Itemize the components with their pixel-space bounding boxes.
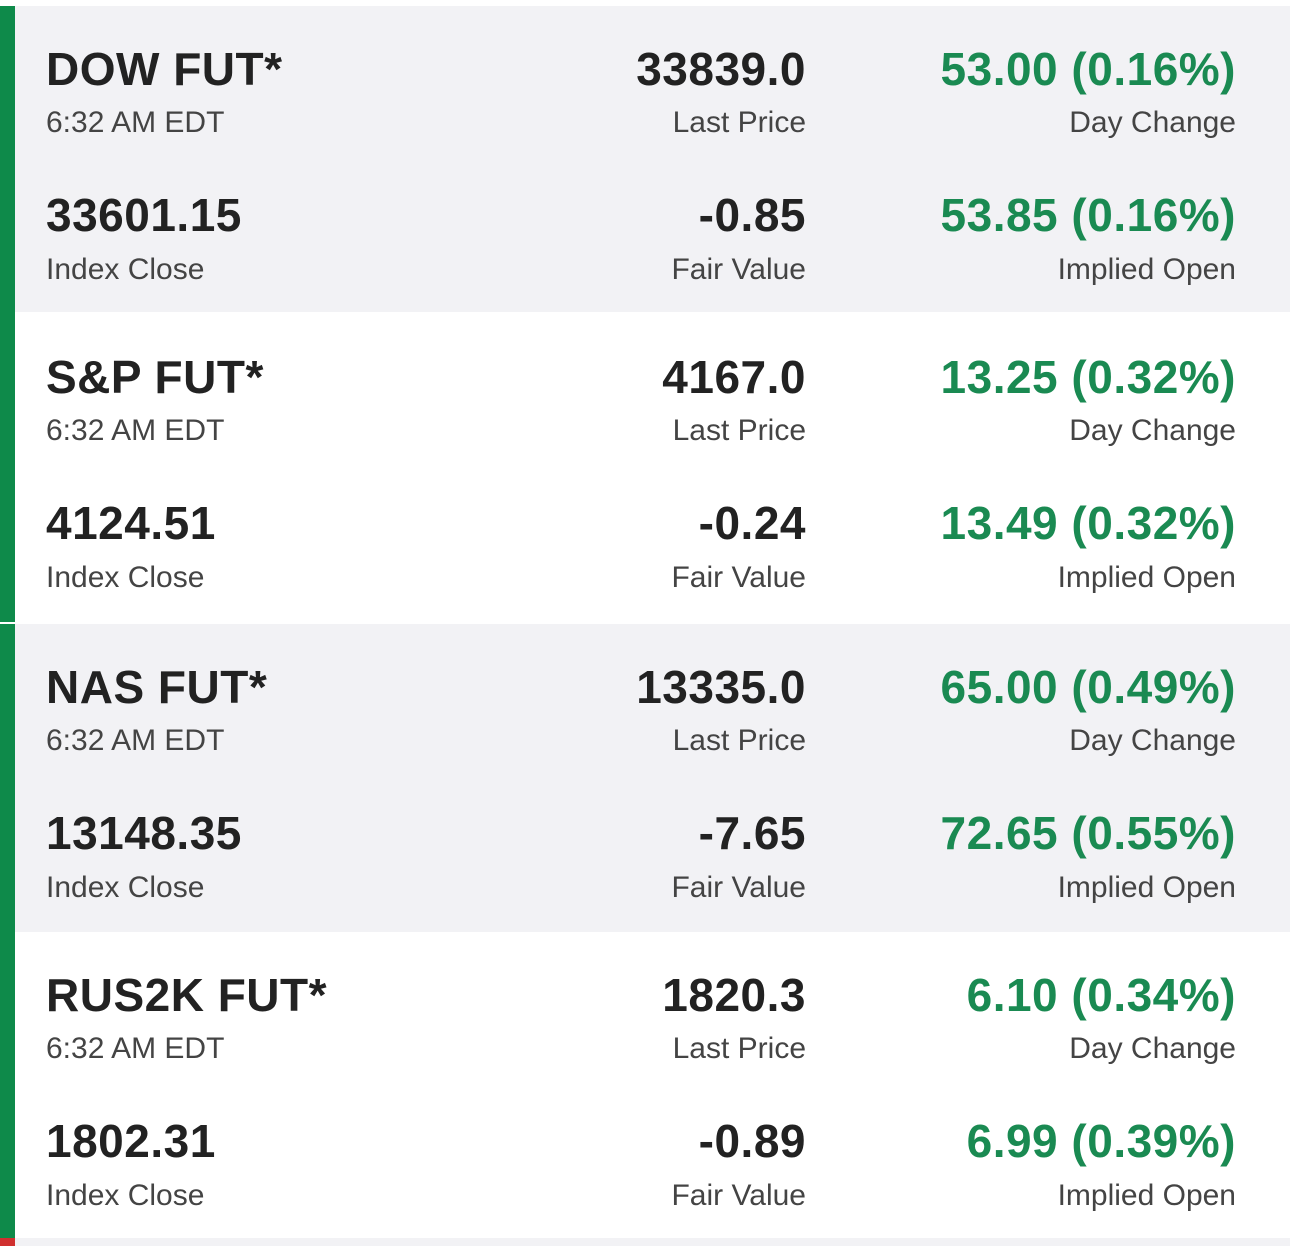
index-close-value: 33601.15	[46, 189, 242, 241]
index-close-value: 13148.35	[46, 807, 242, 859]
fair-value-label: Fair Value	[671, 561, 806, 594]
fair-value-value: -0.89	[698, 1115, 806, 1167]
quote-card-sp[interactable]: S&P FUT* 6:32 AM EDT 4167.0 Last Price 1…	[0, 314, 1290, 622]
day-change-label: Day Change	[1069, 724, 1236, 757]
implied-open-value: 13.49 (0.32%)	[940, 497, 1236, 549]
day-change-label: Day Change	[1069, 414, 1236, 447]
day-change-label: Day Change	[1069, 106, 1236, 139]
fair-value-label: Fair Value	[671, 253, 806, 286]
day-change-value: 13.25 (0.32%)	[940, 351, 1236, 403]
index-close-label: Index Close	[46, 871, 205, 904]
quote-card-nas[interactable]: NAS FUT* 6:32 AM EDT 13335.0 Last Price …	[0, 624, 1290, 932]
day-change-value: 53.00 (0.16%)	[940, 43, 1236, 95]
last-price-label: Last Price	[672, 1032, 806, 1065]
fair-value-value: -0.24	[698, 497, 806, 549]
next-card-edge	[0, 1238, 1290, 1246]
quote-name[interactable]: S&P FUT*	[46, 351, 264, 403]
fair-value-label: Fair Value	[671, 871, 806, 904]
index-close-label: Index Close	[46, 1179, 205, 1212]
quote-name[interactable]: NAS FUT*	[46, 661, 268, 713]
index-close-label: Index Close	[46, 253, 205, 286]
index-close-value: 4124.51	[46, 497, 216, 549]
last-price-label: Last Price	[672, 106, 806, 139]
last-price-value: 1820.3	[662, 969, 806, 1021]
fair-value-value: -7.65	[698, 807, 806, 859]
quote-name[interactable]: RUS2K FUT*	[46, 969, 328, 1021]
quote-card-rus2k[interactable]: RUS2K FUT* 6:32 AM EDT 1820.3 Last Price…	[0, 932, 1290, 1240]
quote-time: 6:32 AM EDT	[46, 414, 225, 447]
implied-open-label: Implied Open	[1057, 253, 1236, 286]
implied-open-label: Implied Open	[1057, 561, 1236, 594]
quote-card-dow[interactable]: DOW FUT* 6:32 AM EDT 33839.0 Last Price …	[0, 6, 1290, 314]
positive-accent-bar	[0, 314, 15, 622]
day-change-value: 65.00 (0.49%)	[940, 661, 1236, 713]
implied-open-label: Implied Open	[1057, 1179, 1236, 1212]
implied-open-label: Implied Open	[1057, 871, 1236, 904]
last-price-value: 33839.0	[636, 43, 806, 95]
fair-value-label: Fair Value	[671, 1179, 806, 1212]
quote-time: 6:32 AM EDT	[46, 1032, 225, 1065]
last-price-label: Last Price	[672, 414, 806, 447]
quote-time: 6:32 AM EDT	[46, 106, 225, 139]
last-price-value: 13335.0	[636, 661, 806, 713]
quote-name[interactable]: DOW FUT*	[46, 43, 283, 95]
index-close-label: Index Close	[46, 561, 205, 594]
index-close-value: 1802.31	[46, 1115, 216, 1167]
positive-accent-bar	[0, 624, 15, 932]
day-change-label: Day Change	[1069, 1032, 1236, 1065]
positive-accent-bar	[0, 6, 15, 314]
day-change-value: 6.10 (0.34%)	[966, 969, 1236, 1021]
last-price-label: Last Price	[672, 724, 806, 757]
implied-open-value: 6.99 (0.39%)	[966, 1115, 1236, 1167]
implied-open-value: 53.85 (0.16%)	[940, 189, 1236, 241]
last-price-value: 4167.0	[662, 351, 806, 403]
card-divider	[15, 312, 1290, 314]
implied-open-value: 72.65 (0.55%)	[940, 807, 1236, 859]
quote-time: 6:32 AM EDT	[46, 724, 225, 757]
negative-accent-bar	[0, 1238, 15, 1246]
positive-accent-bar	[0, 932, 15, 1240]
fair-value-value: -0.85	[698, 189, 806, 241]
